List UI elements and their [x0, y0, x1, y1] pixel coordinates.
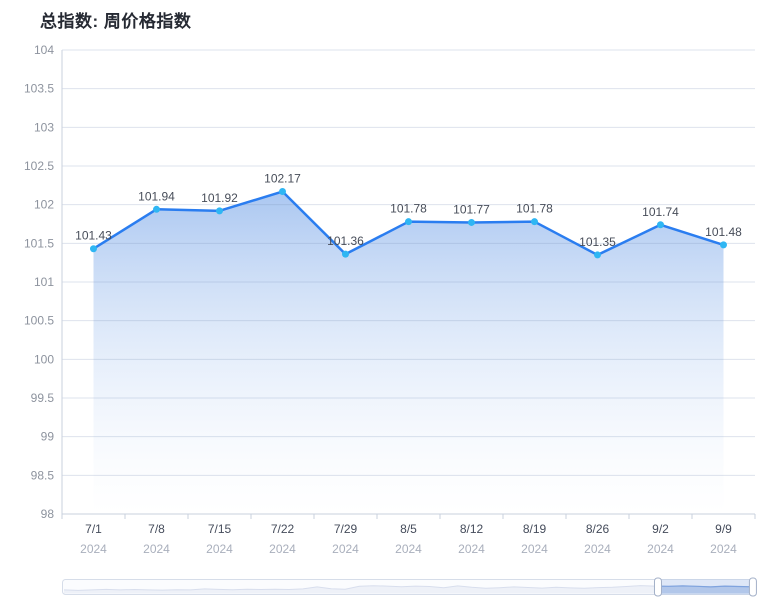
data-point-marker [153, 205, 160, 213]
x-axis-label: 9/2 [652, 522, 669, 536]
data-point-label: 101.48 [705, 225, 742, 239]
data-point-marker [594, 251, 601, 259]
data-point-label: 101.43 [75, 229, 112, 243]
y-axis-label: 101.5 [24, 236, 54, 250]
data-point-label: 101.78 [516, 202, 553, 216]
y-axis-label: 101 [34, 275, 54, 289]
x-axis-label-year: 2024 [458, 542, 485, 556]
x-axis-label: 9/9 [715, 522, 732, 536]
x-axis-label: 7/29 [334, 522, 358, 536]
x-axis-label: 7/22 [271, 522, 295, 536]
x-axis-label-year: 2024 [269, 542, 296, 556]
x-axis-label-year: 2024 [395, 542, 422, 556]
data-point-marker [657, 221, 664, 229]
data-point-label: 101.35 [579, 235, 616, 249]
y-axis-label: 104 [34, 43, 54, 57]
data-point-marker [405, 218, 412, 226]
data-point-label: 101.36 [327, 234, 364, 248]
x-axis-label: 8/26 [586, 522, 610, 536]
datazoom-preview-line [63, 585, 754, 591]
series-area [93, 191, 724, 514]
x-axis-label: 8/5 [400, 522, 417, 536]
x-axis-label-year: 2024 [584, 542, 611, 556]
data-point-marker [90, 245, 97, 253]
y-axis-label: 103.5 [24, 82, 54, 96]
data-point-marker [342, 250, 349, 258]
datazoom-handle-left[interactable] [653, 577, 662, 597]
data-point-label: 101.74 [642, 205, 679, 219]
x-axis-label: 7/15 [208, 522, 232, 536]
y-axis-label: 102 [34, 198, 54, 212]
x-axis-label-year: 2024 [80, 542, 107, 556]
x-axis-label-year: 2024 [647, 542, 674, 556]
data-point-label: 101.77 [453, 202, 490, 216]
data-point-label: 102.17 [264, 172, 301, 186]
x-axis-label-year: 2024 [206, 542, 233, 556]
y-axis-label: 98 [41, 507, 55, 521]
data-point-marker [720, 241, 727, 249]
datazoom-window-preview-area [657, 585, 753, 594]
x-axis-label: 8/12 [460, 522, 484, 536]
x-axis-label-year: 2024 [143, 542, 170, 556]
data-point-label: 101.92 [201, 191, 238, 205]
datazoom-handle-right[interactable] [748, 577, 757, 597]
data-point-label: 101.78 [390, 202, 427, 216]
x-axis-label-year: 2024 [332, 542, 359, 556]
y-axis-label: 100 [34, 352, 54, 366]
x-axis-label: 8/19 [523, 522, 547, 536]
y-axis-label: 102.5 [24, 159, 54, 173]
data-point-marker [216, 207, 223, 215]
x-axis-label-year: 2024 [521, 542, 548, 556]
data-point-label: 101.94 [138, 189, 175, 203]
y-axis-label: 99.5 [31, 391, 55, 405]
y-axis-label: 100.5 [24, 314, 54, 328]
y-axis-label: 98.5 [31, 468, 55, 482]
data-point-marker [531, 218, 538, 226]
datazoom-preview-area [64, 585, 753, 594]
y-axis-label: 103 [34, 120, 54, 134]
x-axis-label-year: 2024 [710, 542, 737, 556]
y-axis-label: 99 [41, 430, 55, 444]
x-axis-label: 7/8 [148, 522, 165, 536]
x-axis-label: 7/1 [85, 522, 102, 536]
chart-title: 总指数: 周价格指数 [40, 12, 192, 31]
datazoom-slider [62, 577, 757, 597]
data-point-marker [279, 188, 286, 196]
data-point-marker [468, 218, 475, 226]
